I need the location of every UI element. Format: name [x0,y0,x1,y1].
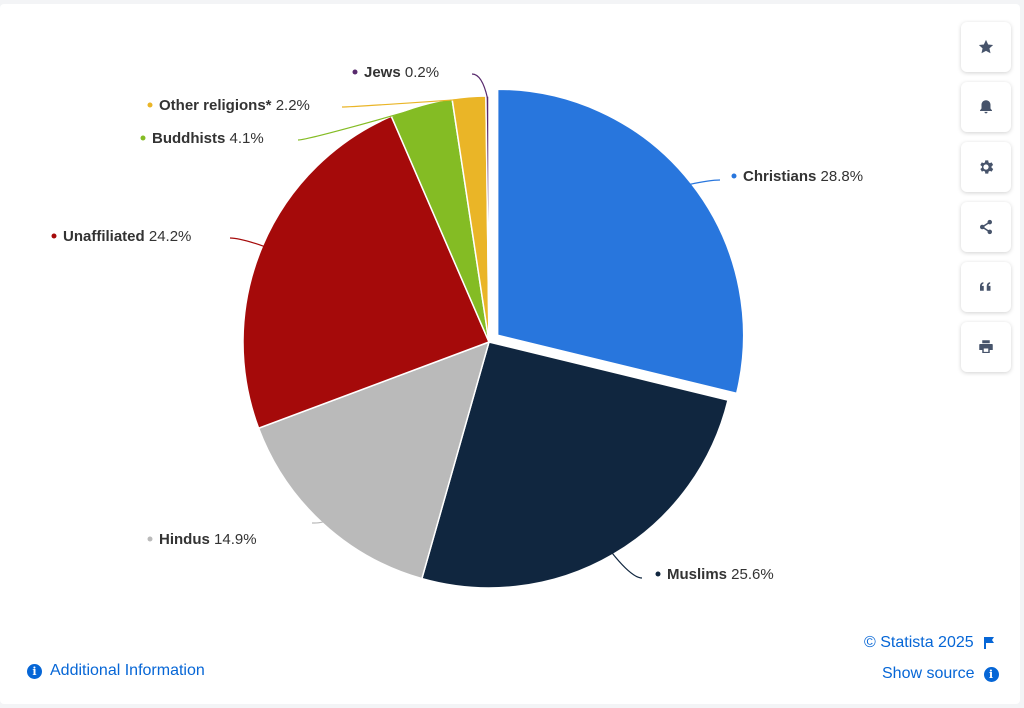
pie-slice-christians[interactable] [496,88,745,395]
legend-bullet [147,102,153,108]
notification-button[interactable] [961,82,1011,132]
credit-label: © Statista 2025 [864,634,974,651]
chart-toolbar [961,22,1011,382]
info-icon: i [983,666,999,682]
quote-icon [980,282,991,291]
connector-line [689,179,721,186]
data-label: Muslims 25.6% [667,566,774,583]
data-label: Other religions* 2.2% [159,97,310,114]
data-label: Christians 28.8% [743,168,863,185]
flag-icon [983,637,994,649]
connector-line [297,106,422,141]
legend-bullet [140,135,146,141]
bell-icon [980,100,992,114]
statista-credit[interactable]: © Statista 2025 [864,634,996,652]
legend-bullet [731,173,737,179]
data-label: Unaffiliated 24.2% [63,228,191,245]
data-label: Hindus 14.9% [159,531,257,548]
connector-line [611,552,643,579]
share-button[interactable] [961,202,1011,252]
settings-button[interactable] [961,142,1011,192]
gear-icon [980,160,994,174]
connector-line [311,520,325,524]
additional-information-link[interactable]: i Additional Information [27,662,205,680]
additional-information-label: Additional Information [50,662,205,679]
legend-bullet [51,233,57,239]
cite-button[interactable] [961,262,1011,312]
print-icon [979,340,993,353]
legend-bullet [147,536,153,542]
connector-line [341,98,470,108]
connector-line [229,237,265,248]
pie-slice-hindus[interactable] [257,340,491,580]
share-icon [980,219,992,235]
show-source-link[interactable]: Show source i [882,665,999,683]
info-icon: i [27,663,42,679]
legend-bullet [352,69,358,75]
print-button[interactable] [961,322,1011,372]
show-source-label: Show source [882,665,975,682]
data-label: Jews 0.2% [364,64,439,81]
data-label: Buddhists 4.1% [152,130,264,147]
favorite-button[interactable] [961,22,1011,72]
legend-bullet [655,571,661,577]
connector-line [471,73,489,99]
star-icon [978,39,994,54]
